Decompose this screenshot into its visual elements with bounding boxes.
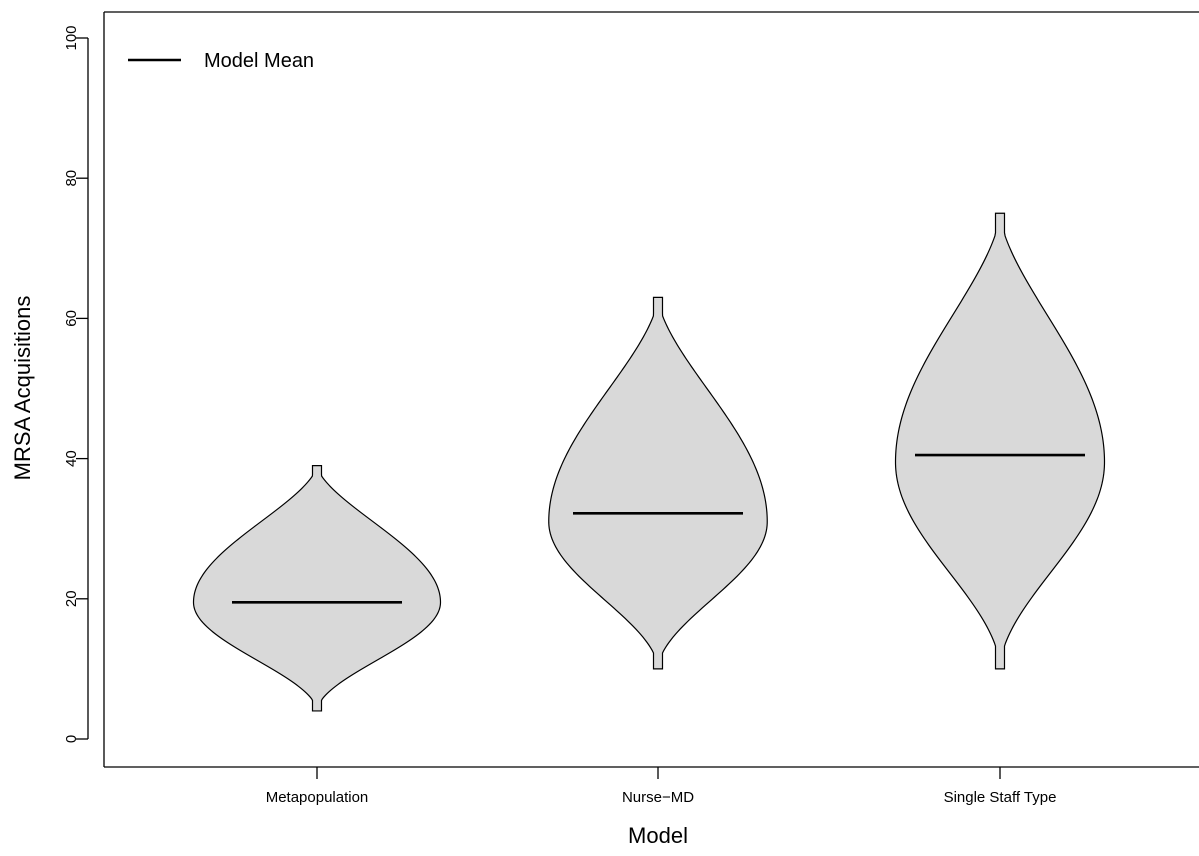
y-axis-ticks: 0 20 40 60 80 100 xyxy=(63,25,88,743)
y-tick-label: 40 xyxy=(63,450,80,467)
legend: Model Mean xyxy=(128,50,314,72)
violin-series xyxy=(192,212,1106,712)
violin-1 xyxy=(548,296,768,670)
plot-frame xyxy=(87,11,1199,768)
x-tick-label: Single Staff Type xyxy=(944,789,1057,806)
mean-lines xyxy=(232,453,1085,604)
y-tick-label: 0 xyxy=(63,735,80,743)
x-tick-label: Nurse−MD xyxy=(622,789,694,806)
y-tick-label: 20 xyxy=(63,590,80,607)
violin-0 xyxy=(192,465,442,712)
legend-label: Model Mean xyxy=(204,50,314,72)
violin-2 xyxy=(894,212,1106,670)
y-tick-label: 100 xyxy=(63,25,80,50)
y-axis-title: MRSA Acquisitions xyxy=(10,296,35,481)
x-tick-label: Metapopulation xyxy=(266,789,369,806)
y-tick-label: 80 xyxy=(63,170,80,187)
x-axis-ticks: Metapopulation Nurse−MD Single Staff Type xyxy=(266,767,1057,806)
x-axis-title: Model xyxy=(628,823,688,848)
y-tick-label: 60 xyxy=(63,310,80,327)
